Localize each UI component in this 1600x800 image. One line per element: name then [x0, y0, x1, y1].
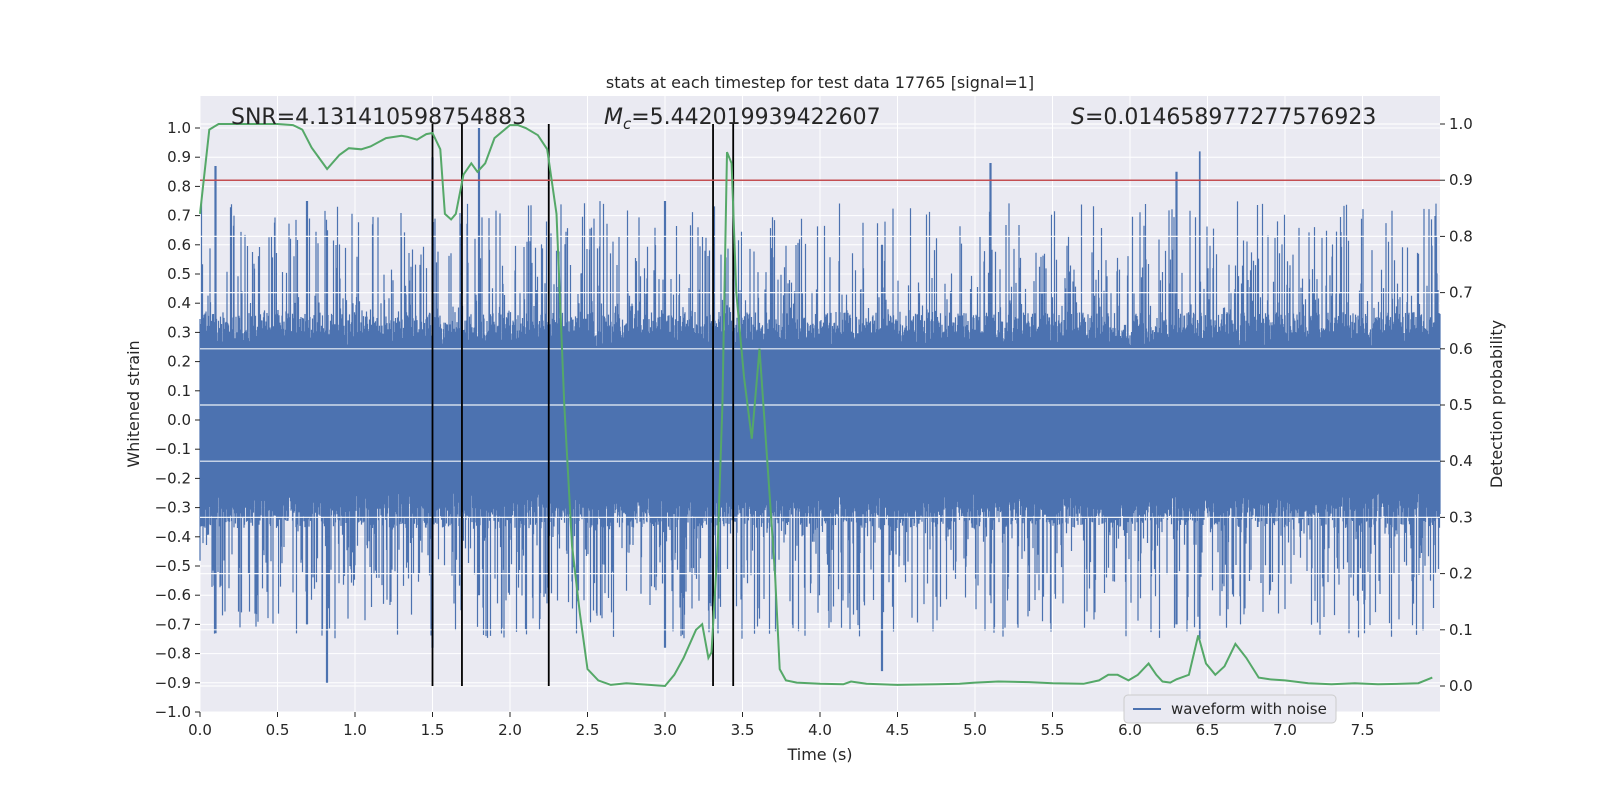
y-tick-label-left: −0.7: [155, 615, 191, 633]
legend-label: waveform with noise: [1171, 700, 1327, 718]
y-tick-label-right: 0.0: [1449, 677, 1473, 695]
y-tick-label-left: −0.4: [155, 528, 191, 546]
y-tick-label-left: 0.7: [167, 207, 191, 225]
y-tick-label-right: 0.2: [1449, 565, 1473, 583]
x-tick-label: 1.0: [343, 721, 367, 739]
x-tick-label: 0.0: [188, 721, 212, 739]
y-tick-label-left: 1.0: [167, 119, 191, 137]
x-tick-label: 5.5: [1041, 721, 1065, 739]
y-tick-label-left: −0.9: [155, 674, 191, 692]
s-value: =0.014658977277576923: [1085, 105, 1376, 130]
x-tick-label: 3.0: [653, 721, 677, 739]
y-tick-label-left: 0.6: [167, 236, 191, 254]
y-tick-label-left: −0.5: [155, 557, 191, 575]
y-tick-label-right: 0.1: [1449, 621, 1473, 639]
y-tick-label-left: 0.4: [167, 294, 191, 312]
chirp-mass-annotation: Mc=5.442019939422607: [604, 105, 881, 133]
x-ticks: 0.0 0.5 1.0 1.5 2.0 2.5 3.0 3.5 4.0 4.5 5.0 5.5 6.0 6…: [188, 712, 1374, 739]
y-tick-label-right: 0.3: [1449, 508, 1473, 526]
y-tick-label-left: 0.3: [167, 323, 191, 341]
y-tick-label-left: 0.0: [167, 411, 191, 429]
x-tick-label: 7.5: [1351, 721, 1375, 739]
y-tick-label-left: −1.0: [155, 703, 191, 721]
snr-annotation: SNR=4.131410598754883: [231, 105, 526, 130]
chirp-mass-subscript: c: [623, 115, 632, 133]
legend-box: [1123, 694, 1337, 724]
y-axis-label-left: Whitened strain: [124, 340, 143, 467]
probability-series: [199, 123, 1433, 688]
x-tick-label: 2.0: [498, 721, 522, 739]
x-tick-label: 4.5: [886, 721, 910, 739]
y-tick-label-left: 0.9: [167, 148, 191, 166]
x-tick-label: 4.0: [808, 721, 832, 739]
s-symbol: S: [1071, 105, 1085, 130]
waveform-series: [199, 128, 1441, 683]
legend: waveform with noise: [1123, 694, 1337, 724]
waveform-core: [200, 347, 1440, 493]
y-tick-label-left: 0.8: [167, 177, 191, 195]
s-annotation: S=0.014658977277576923: [1071, 105, 1376, 130]
y-tick-label-left: −0.1: [155, 440, 191, 458]
y-tick-label-left: 0.1: [167, 382, 191, 400]
y-tick-label-left: −0.3: [155, 499, 191, 517]
x-tick-label: 5.0: [963, 721, 987, 739]
y-tick-label-left: 0.5: [167, 265, 191, 283]
probability-line: [199, 123, 1433, 688]
x-tick-label: 6.0: [1118, 721, 1142, 739]
y-tick-label-left: −0.6: [155, 586, 191, 604]
x-tick-label: 2.5: [576, 721, 600, 739]
y-tick-label-left: 0.2: [167, 353, 191, 371]
x-tick-label: 6.5: [1196, 721, 1220, 739]
y-tick-label-right: 0.4: [1449, 452, 1473, 470]
x-axis-label: Time (s): [786, 745, 852, 764]
y-tick-label-right: 0.8: [1449, 227, 1473, 245]
x-tick-label: 0.5: [266, 721, 290, 739]
chirp-mass-symbol: M: [604, 105, 623, 130]
y-tick-label-right: 0.6: [1449, 340, 1473, 358]
y-tick-label-right: 0.7: [1449, 284, 1473, 302]
y-tick-label-left: −0.2: [155, 469, 191, 487]
y-tick-label-left: −0.8: [155, 645, 191, 663]
x-tick-label: 3.5: [731, 721, 755, 739]
y-ticks-right: 1.0 0.9 0.8 0.7 0.6 0.5 0.4 0.3 0.2 0.1 0.0: [1440, 115, 1473, 695]
y-tick-label-right: 1.0: [1449, 115, 1473, 133]
y-axis-label-right: Detection probability: [1487, 320, 1506, 488]
chirp-mass-value: =5.442019939422607: [631, 105, 880, 130]
y-ticks-left: 1.0 0.9 0.8 0.7 0.6 0.5 0.4 0.3 0.2 0.1 0.0 −0.1 −0.…: [155, 119, 200, 721]
y-tick-label-right: 0.9: [1449, 171, 1473, 189]
x-tick-label: 7.0: [1273, 721, 1297, 739]
x-tick-label: 1.5: [421, 721, 445, 739]
y-tick-label-right: 0.5: [1449, 396, 1473, 414]
chart-title: stats at each timestep for test data 177…: [606, 73, 1034, 92]
